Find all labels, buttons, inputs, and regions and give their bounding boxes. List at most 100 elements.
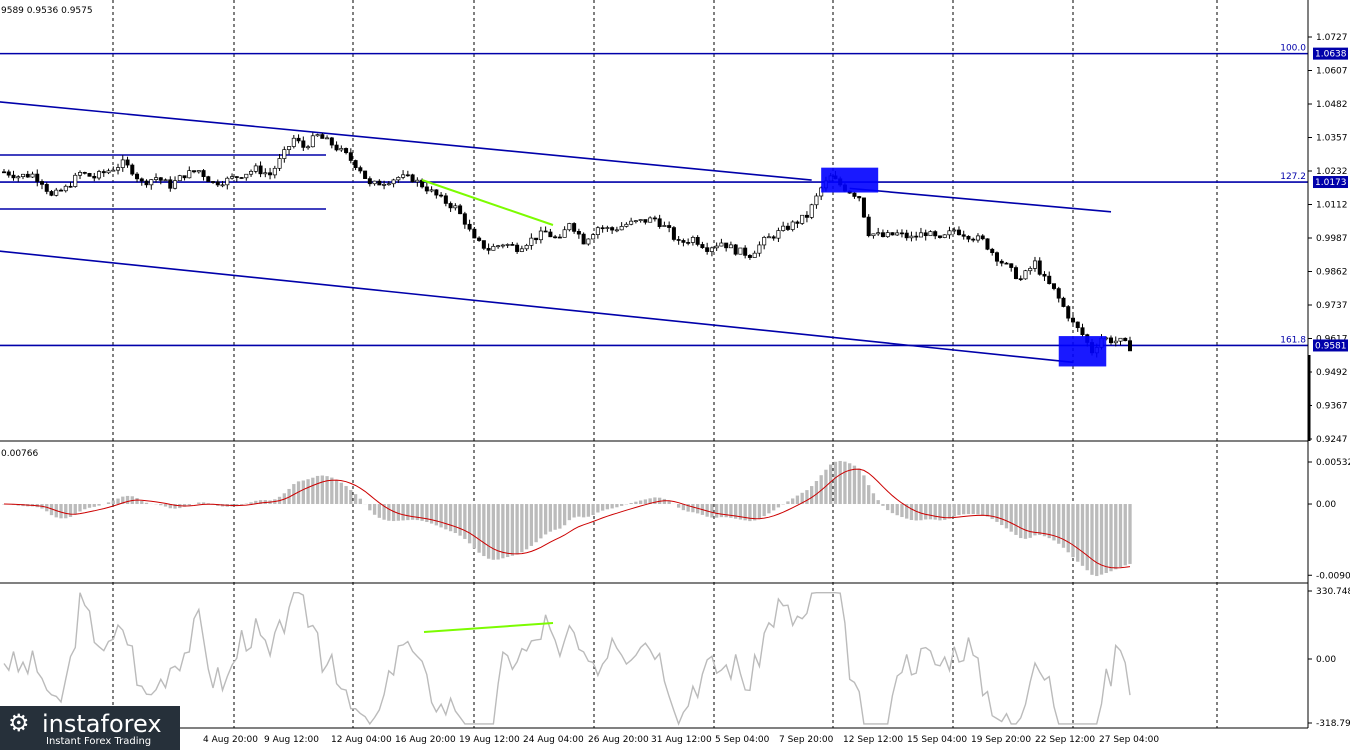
candle-body — [106, 170, 111, 174]
macd-bar — [482, 504, 486, 557]
macd-bar — [938, 504, 942, 521]
candle-body — [263, 172, 268, 175]
trend-line — [849, 187, 1112, 213]
candle-body — [861, 197, 866, 218]
logo-name: instaforex — [42, 710, 162, 738]
candle-body — [529, 237, 534, 246]
candle-body — [705, 247, 710, 252]
macd-bar — [572, 504, 576, 518]
macd-bar — [767, 504, 771, 514]
macd-bar — [848, 463, 852, 505]
candle-body — [724, 242, 729, 249]
candle-body — [116, 167, 121, 171]
macd-bar — [1071, 504, 1075, 558]
macd-bar — [463, 504, 467, 539]
candle-body — [344, 148, 349, 154]
cci-panel: 330.7482 0.00 -318.798 — [3, 587, 1350, 729]
candle-body — [1127, 340, 1133, 352]
macd-bar — [182, 504, 187, 507]
macd-bar — [306, 479, 310, 505]
candle-body — [947, 230, 952, 236]
candle-body — [624, 223, 629, 227]
macd-bar — [496, 504, 500, 560]
price-tick-label: 1.0232 — [1316, 167, 1348, 177]
macd-bar — [605, 504, 610, 510]
macd-bar — [486, 504, 491, 559]
candle-body — [1018, 278, 1023, 281]
signal-box — [1058, 336, 1107, 367]
macd-bar — [1033, 504, 1037, 536]
candle-body — [1070, 317, 1075, 323]
macd-bar — [629, 502, 633, 505]
candle-body — [59, 189, 64, 192]
candle-body — [158, 177, 163, 181]
price-tick-label: 1.0112 — [1316, 201, 1348, 211]
macd-bar — [971, 504, 975, 515]
time-label: 27 Sep 04:00 — [1099, 735, 1159, 745]
candle-body — [63, 185, 68, 192]
macd-bar — [173, 504, 177, 509]
candle-body — [358, 167, 363, 172]
candle-body — [1056, 288, 1061, 299]
candle-body — [168, 179, 173, 189]
candle-body — [619, 226, 624, 231]
macd-bar — [315, 475, 320, 505]
candle-body — [771, 236, 776, 239]
price-tick-label: 0.9987 — [1316, 234, 1348, 244]
candle-body — [225, 177, 230, 186]
macd-bar — [748, 504, 752, 522]
macd-bar — [254, 500, 258, 505]
candle-body — [500, 244, 505, 247]
macd-bar — [786, 501, 790, 505]
macd-bar — [928, 504, 933, 520]
macd-bar — [1009, 504, 1013, 532]
candle-body — [567, 223, 572, 231]
macd-bar — [548, 504, 553, 532]
macd-bar — [776, 504, 781, 508]
macd-bar — [914, 504, 918, 521]
candle-body — [557, 236, 562, 239]
candle-body — [310, 135, 315, 148]
time-label: 12 Aug 04:00 — [331, 735, 392, 745]
candle-body — [515, 244, 520, 252]
candle-body — [329, 137, 334, 146]
macd-bar — [1099, 504, 1104, 575]
time-label: 5 Sep 04:00 — [715, 735, 770, 745]
macd-bar — [358, 498, 362, 505]
candle-body — [301, 140, 306, 148]
candle-body — [1013, 267, 1018, 280]
macd-tick-label: 0.00 — [1316, 500, 1336, 510]
time-label: 4 Aug 20:00 — [203, 735, 258, 745]
macd-bar — [325, 476, 329, 505]
macd-bar — [1014, 504, 1018, 535]
macd-bar — [121, 496, 125, 505]
candle-body — [377, 180, 382, 186]
candle-body — [173, 180, 178, 189]
candle-body — [258, 165, 263, 175]
price-tick-label: 1.0357 — [1316, 134, 1348, 144]
candle-body — [586, 238, 591, 245]
candle-body — [415, 179, 420, 183]
macd-bar — [805, 490, 809, 505]
candle-body — [643, 219, 648, 223]
macd-bar — [448, 504, 453, 532]
signal-box — [821, 167, 879, 193]
candle-body — [1, 171, 7, 174]
candle-body — [700, 244, 705, 249]
macd-bar — [615, 504, 619, 508]
candle-body — [966, 235, 971, 240]
macd-bar — [477, 504, 481, 553]
candle-body — [211, 181, 216, 183]
candle-body — [268, 172, 273, 176]
candle-body — [776, 230, 781, 239]
macd-bar — [73, 504, 77, 515]
macd-bar — [691, 504, 695, 513]
macd-bar — [952, 504, 956, 517]
candle-body — [762, 237, 767, 246]
macd-bar — [719, 504, 724, 518]
macd-bar — [800, 492, 804, 505]
candle-body — [135, 173, 140, 180]
candle-body — [857, 196, 862, 199]
macd-bar — [947, 504, 952, 519]
